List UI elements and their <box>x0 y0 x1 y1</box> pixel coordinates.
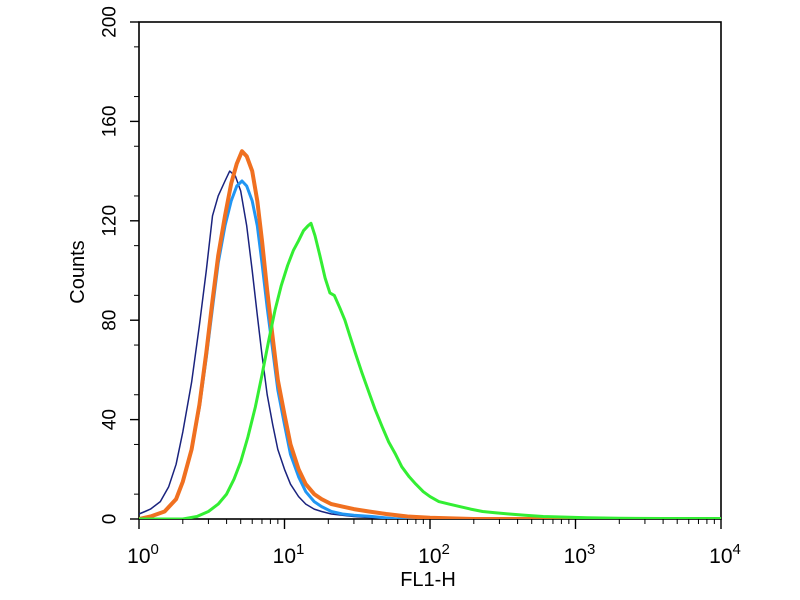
y-tick-label: 120 <box>100 205 121 237</box>
x-axis-label: FL1-H <box>400 569 456 591</box>
x-tick-label: 100 <box>127 541 159 568</box>
plot-frame <box>138 21 722 520</box>
y-tick-label: 0 <box>100 514 121 525</box>
x-tick-label: 102 <box>418 541 450 568</box>
x-tick-label: 101 <box>273 541 305 568</box>
y-tick-label: 80 <box>100 310 121 331</box>
y-axis-label: Counts <box>67 240 89 303</box>
x-tick-label: 103 <box>564 541 596 568</box>
y-tick-label: 160 <box>100 106 121 138</box>
series-layer <box>139 149 721 519</box>
series-line-3 <box>139 149 721 519</box>
series-line-4 <box>139 221 721 519</box>
y-tick-label: 40 <box>100 409 121 430</box>
axes-layer: 0 40 80 120 160 200 100 101 102 103 104 <box>100 6 741 568</box>
y-tick-label: 200 <box>100 6 121 38</box>
x-tick-label: 104 <box>709 541 741 568</box>
